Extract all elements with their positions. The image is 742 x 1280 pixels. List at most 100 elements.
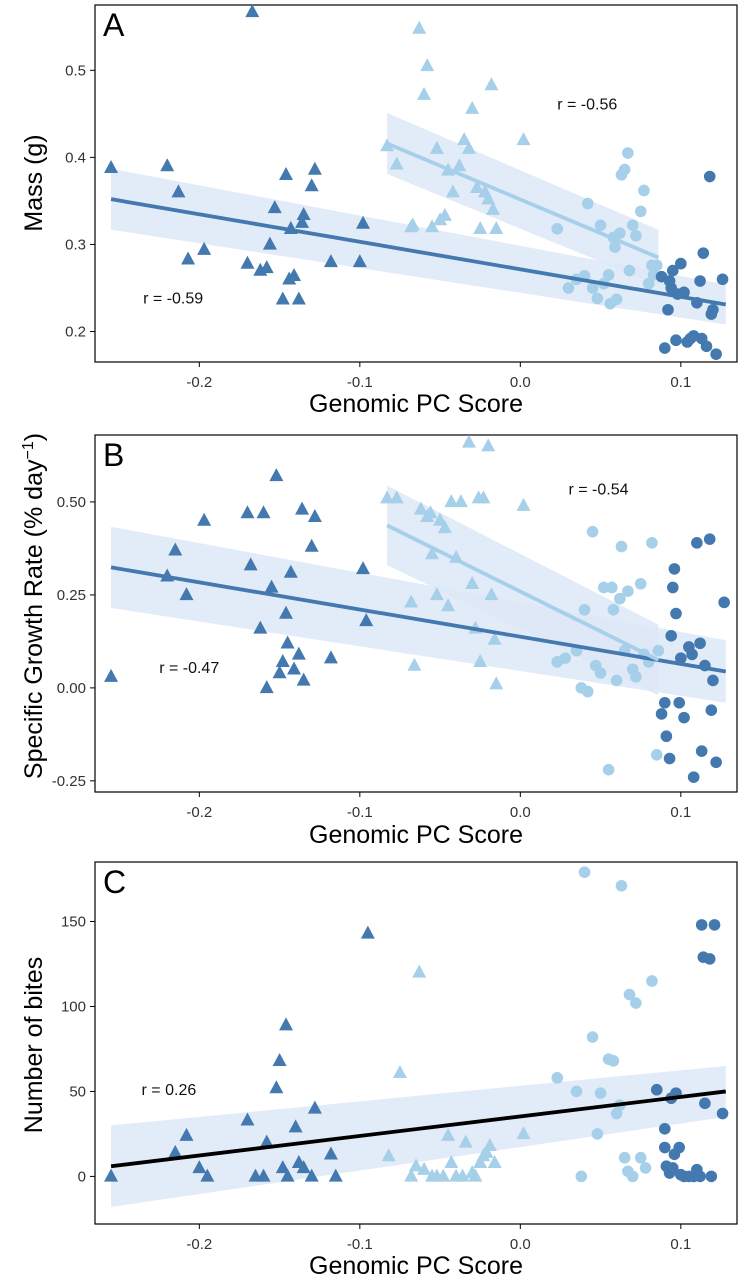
panel-b-regression-line-2 [386, 523, 660, 662]
panel-c-point-dark-triangles [328, 1168, 343, 1182]
panel-b-x-tick-label: -0.1 [347, 804, 373, 821]
panel-c-x-tick-label: 0.0 [510, 1236, 531, 1253]
panel-b-point-light-triangles [444, 494, 459, 508]
panel-c-point-light-circles [615, 879, 628, 892]
panel-b-point-dark-triangles [243, 557, 258, 571]
panel-c-point-light-circles [575, 1170, 588, 1183]
panel-c-point-dark-triangles [259, 1134, 274, 1148]
panel-b-y-axis-title-end: ) [20, 433, 48, 441]
panel-c-x-axis-title: Genomic PC Score [309, 1252, 523, 1280]
panel-a-point-dark-circles [703, 170, 716, 183]
panel-a-point-light-triangles [429, 140, 444, 154]
panel-c-point-dark-triangles [192, 1160, 207, 1174]
panel-a-point-dark-circles [716, 273, 729, 286]
panel-b-regression-line-1 [110, 565, 727, 674]
panel-c-point-light-triangles [455, 1168, 470, 1182]
panel-c-point-dark-circles [694, 1170, 706, 1183]
panel-b-point-dark-triangles [272, 665, 287, 679]
panel-c-point-dark-circles [673, 1141, 686, 1154]
panel-b-point-light-circles [646, 537, 658, 549]
panel-b-point-dark-circles [675, 652, 687, 664]
panel-b-y-axis-title: Specific Growth Rate (% day−1) [20, 433, 48, 779]
panel-c-point-light-circles [618, 1151, 631, 1164]
panel-a-point-dark-triangles [240, 255, 255, 269]
panel-a-point-light-circles [562, 282, 575, 294]
panel-c-point-dark-circles [708, 919, 721, 931]
panel-a-point-light-circles [642, 277, 655, 290]
panel-c-point-dark-circles [705, 1170, 718, 1183]
panel-a-x-tick-label: 0.1 [670, 374, 691, 391]
panel-a-point-light-triangles [489, 220, 504, 234]
panel-a-point-dark-circles [697, 247, 710, 259]
panel-a-x-tick-label: -0.1 [347, 374, 373, 391]
panel-b-point-dark-triangles [240, 505, 255, 519]
panel-a-point-light-circles [626, 219, 639, 232]
panel-c-point-light-circles [551, 1072, 564, 1084]
panel-b-point-light-circles [581, 685, 594, 698]
panel-a-point-dark-circles [667, 264, 679, 277]
panel-b-point-dark-triangles [278, 605, 293, 619]
panel-b-point-dark-triangles [307, 509, 322, 523]
panel-c-point-dark-circles [650, 1083, 663, 1096]
panel-c-point-dark-triangles [104, 1168, 119, 1182]
panel-a-x-tick-label: 0.0 [510, 374, 531, 391]
panel-b-point-dark-triangles [304, 538, 319, 552]
panel-c-letter: C [103, 864, 126, 900]
panel-c-point-light-triangles [444, 1155, 459, 1169]
panel-b-point-light-triangles [423, 505, 438, 519]
panel-c-y-tick-label: 100 [61, 998, 86, 1015]
panel-a-point-light-circles [591, 292, 604, 305]
panel-a-point-dark-triangles [287, 267, 302, 281]
panel-c-point-dark-triangles [304, 1168, 319, 1182]
panel-c-point-light-circles [607, 1055, 620, 1067]
panel-a-point-dark-circles [710, 348, 722, 360]
panel-a-correlation-label: r = -0.59 [143, 291, 203, 308]
panel-c-point-dark-triangles [256, 1168, 271, 1182]
panel-b-point-dark-circles [673, 696, 686, 709]
panel-b-point-dark-circles [703, 533, 716, 545]
panel-c-point-light-circles [586, 1031, 599, 1043]
panel-a-plot: -0.2 -0.1 0.0 0.1 0.2 0.3 0.4 0.5 r = -0.59 r = -… [65, 4, 729, 391]
panel-c-point-light-triangles [412, 964, 427, 978]
panel-b-point-light-triangles [413, 501, 428, 515]
panel-b-point-light-circles [594, 667, 607, 679]
panel-b-point-light-circles [607, 603, 620, 616]
panel-b-point-light-triangles [465, 575, 480, 589]
panel-a-x-tick-label: -0.2 [186, 374, 212, 391]
panel-b-point-dark-circles [678, 711, 690, 724]
panel-b-point-dark-triangles [359, 613, 374, 627]
panel-b-y-axis-title-main: Specific Growth Rate (% day [20, 459, 48, 779]
panel-b: B -0.2 -0.1 0.0 0.1 -0.25 0.00 0.25 0.50 r = -0.… [20, 433, 738, 849]
panel-c-point-dark-triangles [278, 1017, 293, 1031]
panel-c-point-light-triangles [479, 1144, 494, 1158]
panel-b-correlation-label: r = -0.54 [568, 482, 628, 499]
panel-c-point-light-triangles [516, 1126, 531, 1140]
panel-a-point-dark-triangles [278, 166, 293, 180]
panel-a-point-light-triangles [486, 201, 501, 215]
panel-b-point-dark-triangles [256, 505, 271, 519]
panel-c-point-light-triangles [404, 1168, 419, 1182]
panel-a-point-dark-circles [700, 340, 713, 353]
panel-a-correlation-label: r = -0.56 [557, 96, 617, 113]
panel-b-y-tick-label: -0.25 [52, 773, 86, 790]
panel-c-point-dark-circles [699, 1097, 711, 1110]
panel-c-point-light-circles [626, 1170, 639, 1183]
panel-b-point-light-circles [650, 749, 663, 761]
panel-a-point-light-circles [594, 219, 607, 232]
panel-a-point-light-triangles [484, 77, 499, 91]
panel-b-point-light-triangles [389, 490, 404, 504]
panel-b-point-dark-circles [670, 607, 682, 620]
panel-a-point-light-circles [602, 269, 615, 281]
panel-b-point-dark-triangles [264, 579, 279, 593]
panel-b-point-dark-circles [718, 596, 730, 609]
panel-b-point-dark-circles [691, 537, 703, 549]
panel-b-point-light-triangles [476, 490, 491, 504]
panel-b-point-dark-circles [660, 730, 673, 743]
panel-b-point-dark-triangles [291, 646, 306, 660]
panel-b-point-dark-circles [686, 648, 698, 661]
panel-b-point-light-circles [652, 644, 665, 657]
panel-a-point-light-triangles [481, 191, 496, 205]
panel-a-point-light-triangles [412, 20, 427, 34]
panel-a-point-dark-triangles [267, 200, 282, 214]
